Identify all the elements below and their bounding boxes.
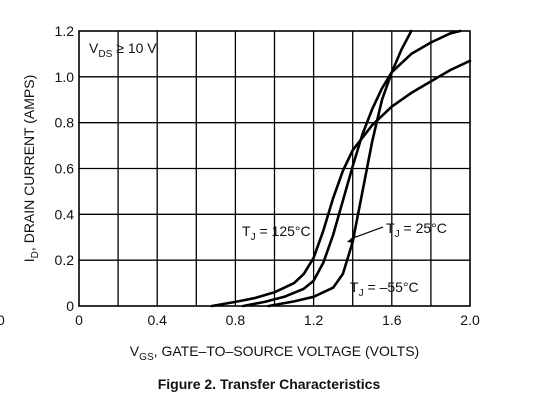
series-line-2 [267, 29, 413, 308]
y-tick-label: 0.8 [55, 115, 75, 131]
series-line-1 [241, 29, 462, 308]
x-axis-label: VGS, GATE–TO–SOURCE VOLTAGE (VOLTS) [130, 343, 419, 363]
axes: 0 0.4 0.8 1.2 1.6 2.0 0 0.2 0.4 0.6 0.8 1.0 1.2 0 VGS,… [0, 23, 480, 363]
x-tick-label: 0.4 [147, 312, 167, 328]
x-tick-label: 0.8 [226, 312, 246, 328]
y-axis-label: ID, DRAIN CURRENT (AMPS) [21, 75, 41, 262]
y-tick-label: 1.0 [55, 69, 75, 85]
x-tick-label: 1.6 [382, 312, 402, 328]
series-lines [210, 29, 472, 308]
x-tick-label: 2.0 [460, 312, 480, 328]
annotation-leader [350, 226, 384, 240]
annotations: VDS ≥ 10 V TJ = 125°C TJ = 25°C TJ = –55°C [89, 40, 447, 299]
y-tick-label: 1.2 [55, 23, 75, 39]
series-label-2: TJ = –55°C [350, 279, 419, 299]
x-tick-label: 0 [75, 312, 83, 328]
y-tick-label: 0.6 [55, 161, 75, 177]
condition-label: VDS ≥ 10 V [89, 40, 157, 60]
series-label-0: TJ = 125°C [242, 223, 311, 243]
grid [79, 31, 470, 306]
y-tick-label: 0 [66, 298, 74, 314]
y-tick-label: 0.2 [55, 252, 75, 268]
series-line-0 [210, 59, 472, 308]
y-tick-label: 0.4 [55, 206, 75, 222]
figure-caption: Figure 2. Transfer Characteristics [157, 376, 381, 392]
edge-label: 0 [0, 312, 5, 328]
annotation-arrowhead [346, 234, 356, 243]
series-label-1: TJ = 25°C [386, 220, 447, 240]
x-tick-label: 1.2 [304, 312, 324, 328]
